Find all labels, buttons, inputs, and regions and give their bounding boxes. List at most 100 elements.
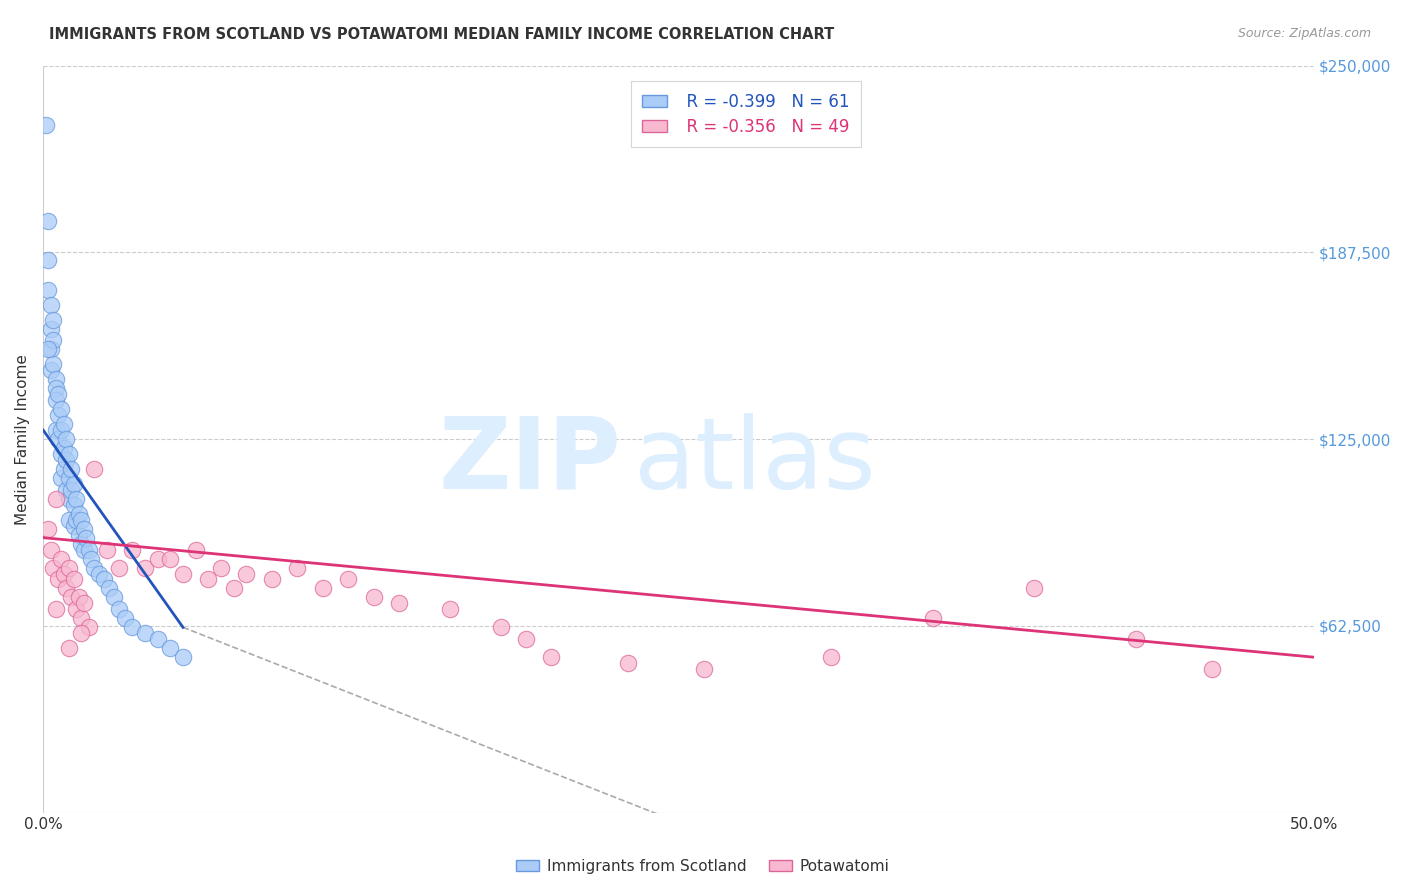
Point bbox=[70, 611, 93, 625]
Point bbox=[62, 518, 84, 533]
Point bbox=[159, 641, 181, 656]
Point bbox=[172, 566, 194, 581]
Point bbox=[337, 573, 360, 587]
Point bbox=[363, 591, 385, 605]
Point bbox=[388, 596, 411, 610]
Point bbox=[60, 462, 83, 476]
Point bbox=[49, 447, 72, 461]
Point bbox=[55, 582, 77, 596]
Point bbox=[35, 119, 58, 133]
Point bbox=[42, 312, 65, 326]
Point bbox=[197, 573, 219, 587]
Point bbox=[540, 650, 562, 665]
Point bbox=[60, 483, 83, 497]
Point bbox=[1201, 662, 1223, 676]
Point bbox=[58, 447, 80, 461]
Point bbox=[73, 596, 96, 610]
Point bbox=[48, 408, 70, 422]
Point bbox=[312, 582, 335, 596]
Point bbox=[45, 393, 67, 408]
Point bbox=[616, 656, 638, 670]
Point bbox=[235, 566, 257, 581]
Point bbox=[37, 283, 59, 297]
Point bbox=[58, 491, 80, 506]
Point bbox=[439, 602, 461, 616]
Text: IMMIGRANTS FROM SCOTLAND VS POTAWATOMI MEDIAN FAMILY INCOME CORRELATION CHART: IMMIGRANTS FROM SCOTLAND VS POTAWATOMI M… bbox=[49, 27, 834, 42]
Point bbox=[77, 542, 100, 557]
Point bbox=[67, 507, 90, 521]
Point bbox=[67, 591, 90, 605]
Point bbox=[70, 626, 93, 640]
Point bbox=[77, 620, 100, 634]
Point bbox=[39, 298, 62, 312]
Point bbox=[52, 566, 75, 581]
Point bbox=[49, 551, 72, 566]
Point bbox=[62, 573, 84, 587]
Point bbox=[98, 582, 121, 596]
Point bbox=[515, 632, 537, 647]
Point bbox=[222, 582, 245, 596]
Point bbox=[70, 513, 93, 527]
Text: ZIP: ZIP bbox=[439, 413, 621, 510]
Point bbox=[52, 441, 75, 455]
Point bbox=[1125, 632, 1147, 647]
Point bbox=[45, 491, 67, 506]
Point bbox=[37, 343, 59, 357]
Point bbox=[39, 343, 62, 357]
Point bbox=[285, 560, 308, 574]
Point bbox=[103, 591, 125, 605]
Text: atlas: atlas bbox=[634, 413, 876, 510]
Point bbox=[820, 650, 842, 665]
Point bbox=[45, 602, 67, 616]
Point bbox=[58, 641, 80, 656]
Point bbox=[39, 542, 62, 557]
Point bbox=[45, 372, 67, 386]
Point bbox=[48, 573, 70, 587]
Text: Source: ZipAtlas.com: Source: ZipAtlas.com bbox=[1237, 27, 1371, 40]
Point bbox=[65, 491, 87, 506]
Point bbox=[87, 566, 110, 581]
Point bbox=[693, 662, 716, 676]
Point bbox=[42, 560, 65, 574]
Point bbox=[70, 536, 93, 550]
Point bbox=[45, 381, 67, 395]
Point bbox=[83, 462, 105, 476]
Point bbox=[75, 531, 97, 545]
Point bbox=[45, 423, 67, 437]
Point bbox=[121, 542, 143, 557]
Point bbox=[42, 334, 65, 348]
Point bbox=[489, 620, 512, 634]
Legend: Immigrants from Scotland, Potawatomi: Immigrants from Scotland, Potawatomi bbox=[510, 853, 896, 880]
Point bbox=[55, 432, 77, 446]
Point bbox=[73, 522, 96, 536]
Point bbox=[96, 542, 118, 557]
Point bbox=[1024, 582, 1046, 596]
Legend:   R = -0.399   N = 61,   R = -0.356   N = 49: R = -0.399 N = 61, R = -0.356 N = 49 bbox=[630, 81, 860, 147]
Point bbox=[921, 611, 943, 625]
Point bbox=[260, 573, 283, 587]
Point bbox=[108, 560, 131, 574]
Point bbox=[209, 560, 232, 574]
Point bbox=[108, 602, 131, 616]
Point bbox=[37, 522, 59, 536]
Point bbox=[49, 471, 72, 485]
Point bbox=[134, 626, 156, 640]
Point bbox=[39, 363, 62, 377]
Point bbox=[146, 632, 169, 647]
Point bbox=[39, 321, 62, 335]
Point bbox=[67, 527, 90, 541]
Point bbox=[37, 214, 59, 228]
Point bbox=[62, 476, 84, 491]
Point bbox=[55, 453, 77, 467]
Point bbox=[159, 551, 181, 566]
Point bbox=[49, 402, 72, 417]
Point bbox=[80, 551, 103, 566]
Point bbox=[58, 513, 80, 527]
Point bbox=[65, 513, 87, 527]
Point bbox=[184, 542, 207, 557]
Point bbox=[37, 252, 59, 267]
Point bbox=[49, 423, 72, 437]
Point bbox=[172, 650, 194, 665]
Point bbox=[42, 357, 65, 371]
Point bbox=[62, 498, 84, 512]
